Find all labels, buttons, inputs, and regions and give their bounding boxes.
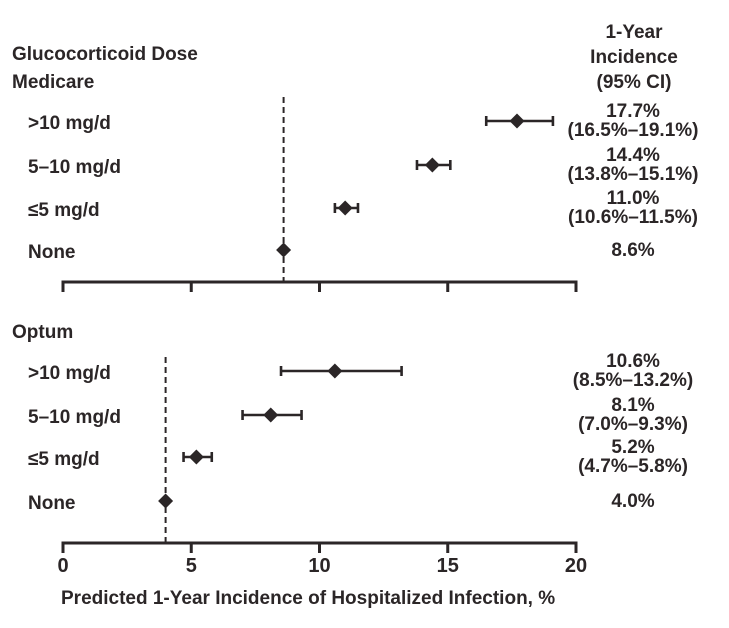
- confidence-interval: (8.5%–13.2%): [572, 370, 694, 391]
- incidence-value-optum-none: 4.0%: [540, 482, 726, 520]
- column-header-incidence-line1: 1-Year: [605, 22, 663, 43]
- point-diamond-medicare: [424, 157, 440, 173]
- row-label-optum-gt10: >10 mg/d: [28, 363, 111, 384]
- column-header-incidence-line3: (95% CI): [596, 72, 672, 93]
- panel-title-optum: Optum: [12, 322, 74, 343]
- point-estimate: 5.2%: [611, 437, 655, 458]
- confidence-interval: (16.5%–19.1%): [567, 120, 699, 141]
- row-label-optum-none: None: [28, 493, 76, 514]
- x-tick-label-20: 20: [564, 555, 588, 577]
- confidence-interval: (7.0%–9.3%): [578, 414, 688, 435]
- point-estimate: 17.7%: [606, 101, 660, 122]
- column-header-incidence: 1-Year Incidence (95% CI): [545, 20, 723, 95]
- point-diamond-optum: [188, 449, 204, 465]
- confidence-interval: (13.8%–15.1%): [567, 164, 699, 185]
- point-estimate: 4.0%: [611, 490, 655, 512]
- row-label-medicare-le5: ≤5 mg/d: [28, 200, 100, 221]
- point-estimate: 11.0%: [606, 188, 660, 209]
- incidence-value-optum-le5: 5.2% (4.7%–5.8%): [540, 438, 726, 476]
- point-diamond-optum: [263, 407, 279, 423]
- incidence-value-medicare-5to10: 14.4% (13.8%–15.1%): [540, 146, 726, 184]
- point-estimate: 8.1%: [611, 395, 655, 416]
- x-tick-label-10: 10: [308, 555, 331, 577]
- panel-title-medicare: Medicare: [12, 72, 95, 93]
- point-diamond-optum: [327, 363, 343, 379]
- incidence-value-optum-5to10: 8.1% (7.0%–9.3%): [540, 396, 726, 434]
- incidence-value-optum-gt10: 10.6% (8.5%–13.2%): [540, 352, 726, 390]
- point-diamond-optum: [158, 493, 174, 509]
- point-estimate: 8.6%: [611, 239, 655, 261]
- point-estimate: 10.6%: [606, 351, 660, 372]
- row-label-medicare-5to10: 5–10 mg/d: [28, 157, 121, 178]
- row-label-optum-5to10: 5–10 mg/d: [28, 407, 121, 428]
- row-label-medicare-none: None: [28, 242, 76, 263]
- column-header-incidence-line2: Incidence: [590, 47, 678, 68]
- x-tick-label-0: 0: [57, 555, 69, 577]
- confidence-interval: (4.7%–5.8%): [578, 456, 688, 477]
- incidence-value-medicare-gt10: 17.7% (16.5%–19.1%): [540, 102, 726, 140]
- point-diamond-medicare: [276, 242, 292, 258]
- confidence-interval: (10.6%–11.5%): [568, 207, 698, 228]
- row-label-optum-le5: ≤5 mg/d: [28, 449, 100, 470]
- point-diamond-medicare: [509, 113, 525, 129]
- row-label-medicare-gt10: >10 mg/d: [28, 113, 111, 134]
- x-tick-label-5: 5: [185, 555, 197, 577]
- incidence-value-medicare-le5: 11.0% (10.6%–11.5%): [540, 189, 726, 227]
- point-estimate: 14.4%: [606, 145, 660, 166]
- incidence-value-medicare-none: 8.6%: [540, 231, 726, 269]
- x-tick-label-15: 15: [436, 555, 459, 577]
- point-diamond-medicare: [337, 200, 353, 216]
- column-header-dose: Glucocorticoid Dose: [12, 44, 198, 65]
- x-axis-title: Predicted 1-Year Incidence of Hospitaliz…: [61, 588, 556, 609]
